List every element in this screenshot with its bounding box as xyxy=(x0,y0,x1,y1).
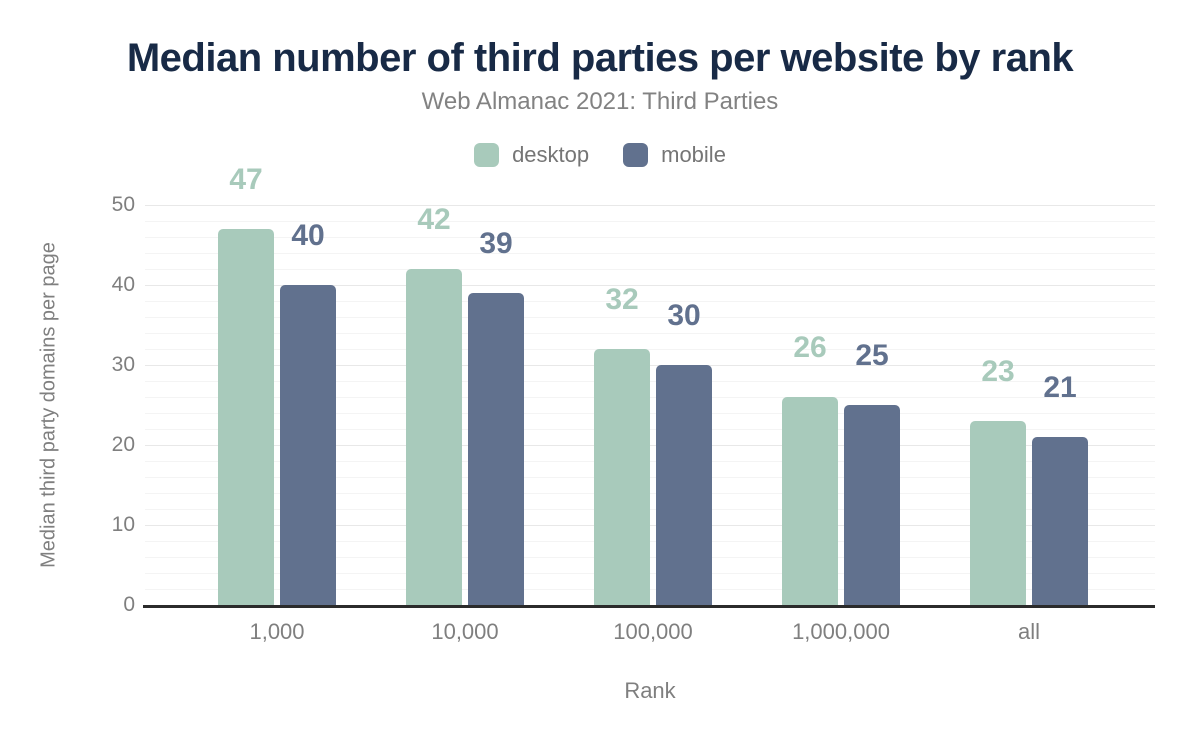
gridline-minor xyxy=(145,333,1155,334)
bar-mobile xyxy=(1032,437,1088,605)
gridline-minor xyxy=(145,557,1155,558)
bar-value-label: 26 xyxy=(793,331,827,364)
bar-mobile xyxy=(468,293,524,605)
bar-desktop xyxy=(594,349,650,605)
legend-item-desktop: desktop xyxy=(474,142,589,168)
y-axis-title: Median third party domains per page xyxy=(37,242,60,568)
gridline-minor xyxy=(145,461,1155,462)
bar-value-label: 25 xyxy=(855,339,889,372)
x-axis-title: Rank xyxy=(624,678,676,703)
bar-value-label: 40 xyxy=(291,219,325,252)
bar-value-label: 23 xyxy=(981,355,1015,388)
legend-item-mobile: mobile xyxy=(623,142,726,168)
y-tick-label: 50 xyxy=(111,193,135,216)
bar-mobile xyxy=(280,285,336,605)
chart-subtitle: Web Almanac 2021: Third Parties xyxy=(421,88,779,115)
x-tick-label: 10,000 xyxy=(431,619,499,644)
x-tick-label: all xyxy=(1017,619,1040,644)
bar-value-label: 47 xyxy=(229,163,263,196)
chart-title: Median number of third parties per websi… xyxy=(126,36,1074,80)
y-tick-label: 0 xyxy=(123,593,135,616)
gridline-minor xyxy=(145,221,1155,222)
legend: desktop mobile xyxy=(0,142,1200,168)
bar-value-label: 42 xyxy=(417,203,451,236)
gridline-minor xyxy=(145,301,1155,302)
y-tick-label: 40 xyxy=(111,273,135,296)
y-tick-label: 30 xyxy=(111,353,135,376)
bar-desktop xyxy=(970,421,1026,605)
bar-value-label: 39 xyxy=(479,227,513,260)
gridline-minor xyxy=(145,429,1155,430)
gridline-major xyxy=(145,365,1155,366)
gridline-minor xyxy=(145,509,1155,510)
x-tick-label: 1,000 xyxy=(249,619,305,644)
y-tick-label: 20 xyxy=(111,433,135,456)
bar-desktop xyxy=(782,397,838,605)
gridline-minor xyxy=(145,493,1155,494)
x-axis-line xyxy=(143,605,1155,608)
legend-label: mobile xyxy=(661,142,726,167)
bar-value-label: 30 xyxy=(667,299,701,332)
bar-value-label: 21 xyxy=(1043,371,1077,404)
bar-value-label: 32 xyxy=(605,283,639,316)
legend-label: desktop xyxy=(512,142,590,167)
bar-mobile xyxy=(844,405,900,605)
legend-swatch-icon xyxy=(623,143,649,167)
gridline-minor xyxy=(145,477,1155,478)
y-tick-label: 10 xyxy=(111,513,135,536)
gridline-minor xyxy=(145,413,1155,414)
gridline-minor xyxy=(145,317,1155,318)
gridline-minor xyxy=(145,573,1155,574)
bar-desktop xyxy=(218,229,274,605)
gridline-minor xyxy=(145,589,1155,590)
x-tick-label: 1,000,000 xyxy=(792,619,890,644)
bar-desktop xyxy=(406,269,462,605)
legend-swatch-icon xyxy=(474,143,500,167)
gridline-major xyxy=(145,445,1155,446)
gridline-minor xyxy=(145,237,1155,238)
gridline-minor xyxy=(145,397,1155,398)
bar-mobile xyxy=(656,365,712,605)
gridline-major xyxy=(145,525,1155,526)
gridline-minor xyxy=(145,349,1155,350)
gridline-minor xyxy=(145,253,1155,254)
gridline-minor xyxy=(145,541,1155,542)
gridline-minor xyxy=(145,381,1155,382)
gridline-major xyxy=(145,285,1155,286)
gridline-minor xyxy=(145,269,1155,270)
gridline-major xyxy=(145,205,1155,206)
x-tick-label: 100,000 xyxy=(613,619,693,644)
